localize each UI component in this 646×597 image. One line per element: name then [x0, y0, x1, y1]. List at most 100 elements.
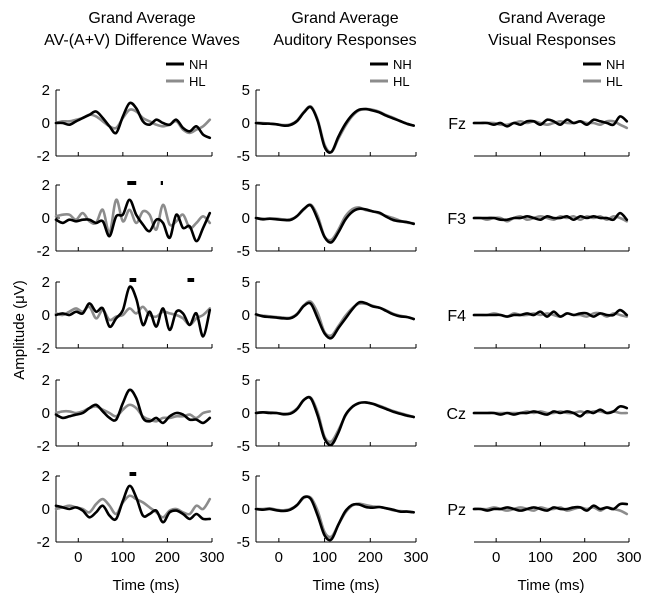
- y-tick-label: 5: [242, 468, 250, 485]
- legend-label-nh: NH: [189, 57, 208, 72]
- lead-label: Cz: [446, 406, 466, 423]
- col3-title-line1: Grand Average: [498, 10, 605, 27]
- y-tick-label: -2: [37, 148, 50, 165]
- y-tick-label: 2: [42, 177, 50, 194]
- y-tick-label: 2: [42, 82, 50, 99]
- y-tick-label: 0: [242, 210, 250, 227]
- x-tick-label: 200: [572, 549, 597, 566]
- col1-title-line2: AV-(A+V) Difference Waves: [44, 32, 240, 49]
- x-tick-label: 0: [492, 549, 500, 566]
- y-tick-label: 5: [242, 274, 250, 291]
- series-line-nh: [472, 404, 629, 418]
- y-tick-label: 0: [42, 405, 50, 422]
- y-tick-label: 0: [42, 210, 50, 227]
- col1-title-line1: Grand Average: [88, 10, 195, 27]
- x-tick-label: 200: [358, 549, 383, 566]
- legend-label-nh: NH: [606, 57, 625, 72]
- panel-c3-r1: Fz NH HL: [448, 57, 630, 157]
- panel-c2-r1: 5 0 -5 NH HL: [237, 57, 417, 165]
- series-line-nh: [254, 105, 415, 154]
- series-line-nh: [472, 115, 629, 128]
- x-tick-label: 100: [528, 549, 553, 566]
- y-tick-label: -5: [237, 148, 250, 165]
- col2-title-line2: Auditory Responses: [273, 32, 416, 49]
- x-tick-label: 100: [312, 549, 337, 566]
- series-line-hl: [472, 119, 629, 130]
- panel-c2-r3: 5 0 -5: [237, 274, 417, 357]
- y-tick-label: -2: [37, 243, 50, 260]
- x-tick-label: 100: [110, 549, 135, 566]
- panel-c1-r4: 2 0 -2: [37, 372, 213, 455]
- lead-label: Pz: [447, 502, 466, 519]
- y-tick-label: 5: [242, 82, 250, 99]
- series-line-nh: [54, 198, 212, 243]
- series-line-hl: [472, 214, 629, 223]
- series-line-hl: [54, 198, 212, 235]
- panel-c2-r5: 5 0 -5 0 100 200 300: [237, 468, 429, 566]
- series-line-nh: [54, 484, 212, 524]
- x-axis-label-col2: Time (ms): [313, 577, 380, 594]
- series-line-hl: [54, 305, 212, 327]
- series-line-hl: [254, 395, 415, 444]
- series-line-nh: [54, 388, 212, 425]
- y-tick-label: -2: [37, 534, 50, 551]
- x-tick-label: 0: [74, 549, 82, 566]
- panel-c1-r1: 2 0 -2 NH HL: [37, 57, 213, 165]
- x-tick-label: 300: [616, 549, 641, 566]
- series-line-nh: [254, 300, 415, 340]
- series-line-hl: [54, 494, 212, 519]
- legend-label-nh: NH: [393, 57, 412, 72]
- col2-title-line1: Grand Average: [291, 10, 398, 27]
- y-tick-label: -5: [237, 438, 250, 455]
- y-tick-label: -2: [37, 340, 50, 357]
- y-tick-label: 0: [242, 115, 250, 132]
- y-tick-label: 5: [242, 372, 250, 389]
- panel-c2-r2: 5 0 -5: [237, 177, 417, 260]
- series-line-nh: [472, 502, 629, 512]
- y-tick-label: 0: [242, 501, 250, 518]
- panel-c3-r3: F4: [447, 308, 630, 349]
- panel-c3-r5: 0 100 200 300 Pz: [447, 502, 641, 566]
- plot-grid: 2 0 -2 NH HL 2 0 -2 2 0 -2 2 0 -2 2 0 -2 0 100 200 300 5 0 -5 NH…: [37, 57, 642, 566]
- series-line-nh: [254, 495, 415, 542]
- panel-c1-r3: 2 0 -2: [37, 274, 213, 357]
- series-line-nh: [254, 203, 415, 244]
- y-tick-label: 0: [42, 307, 50, 324]
- y-tick-label: -5: [237, 243, 250, 260]
- legend-label-hl: HL: [189, 74, 206, 89]
- series-line-nh: [54, 101, 212, 140]
- y-tick-label: 2: [42, 468, 50, 485]
- y-tick-label: 0: [242, 405, 250, 422]
- legend-label-hl: HL: [393, 74, 410, 89]
- series-line-hl: [254, 203, 415, 242]
- lead-label: F3: [447, 211, 466, 228]
- lead-label: F4: [447, 308, 466, 325]
- x-tick-label: 200: [155, 549, 180, 566]
- y-tick-label: 2: [42, 372, 50, 389]
- x-tick-label: 300: [403, 549, 428, 566]
- y-tick-label: 0: [42, 501, 50, 518]
- series-line-nh: [472, 308, 629, 318]
- panel-c1-r5: 2 0 -2 0 100 200 300: [37, 468, 225, 566]
- series-line-nh: [54, 285, 212, 338]
- x-tick-label: 300: [199, 549, 224, 566]
- y-tick-label: 0: [42, 115, 50, 132]
- panel-c3-r2: F3: [447, 211, 630, 252]
- y-tick-label: -2: [37, 438, 50, 455]
- panel-c1-r2: 2 0 -2: [37, 177, 213, 260]
- x-axis-label-col3: Time (ms): [518, 577, 585, 594]
- series-line-nh: [254, 395, 415, 447]
- y-tick-label: 2: [42, 274, 50, 291]
- y-tick-label: -5: [237, 340, 250, 357]
- panel-c2-r4: 5 0 -5: [237, 372, 417, 455]
- col3-title-line2: Visual Responses: [488, 32, 616, 49]
- x-tick-label: 0: [275, 549, 283, 566]
- panel-c3-r4: Cz: [446, 404, 630, 447]
- y-tick-label: 0: [242, 307, 250, 324]
- legend-label-hl: HL: [606, 74, 623, 89]
- y-tick-label: 5: [242, 177, 250, 194]
- y-axis-label: Amplitude (μV): [11, 280, 28, 380]
- series-line-nh: [472, 211, 629, 222]
- x-axis-label-col1: Time (ms): [113, 577, 180, 594]
